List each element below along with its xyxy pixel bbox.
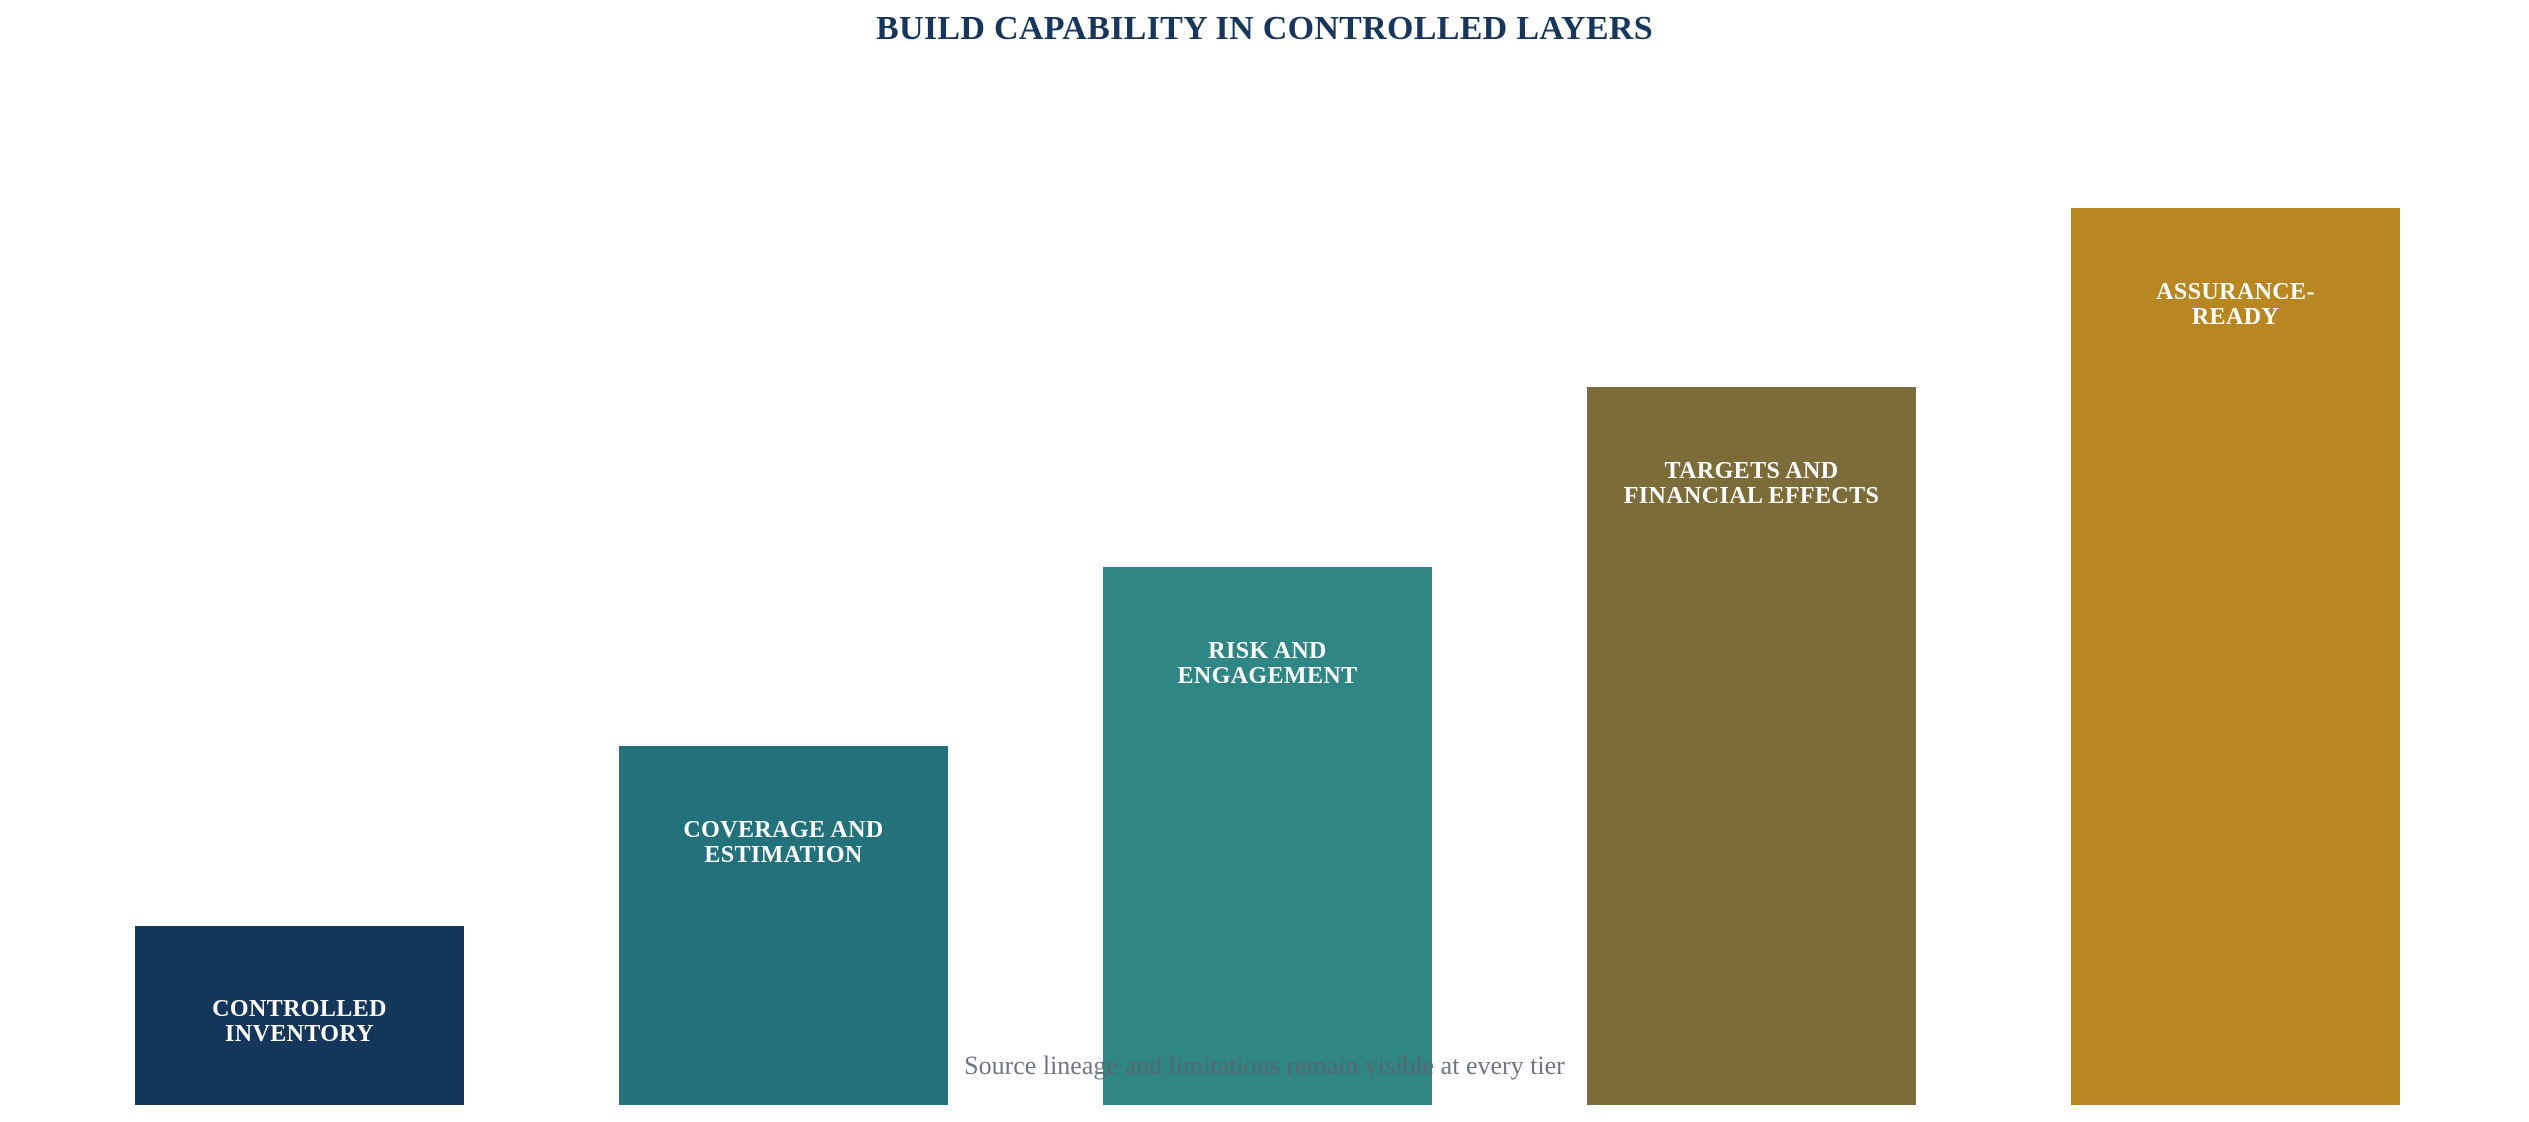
- step-block-controlled-inventory: CONTROLLED INVENTORY: [135, 925, 464, 1105]
- step-label: RISK AND ENGAGEMENT: [1177, 637, 1358, 689]
- step-label: ASSURANCE- READY: [2156, 278, 2315, 330]
- step-block-risk-and-engagement: RISK AND ENGAGEMENT: [1103, 566, 1432, 1105]
- page-title: BUILD CAPABILITY IN CONTROLLED LAYERS: [876, 10, 1653, 47]
- step-block-targets-and-financial-effects: TARGETS AND FINANCIAL EFFECTS: [1587, 387, 1916, 1105]
- step-block-assurance-ready: ASSURANCE- READY: [2071, 207, 2400, 1105]
- step-block-coverage-and-estimation: COVERAGE AND ESTIMATION: [619, 746, 948, 1105]
- step-label: COVERAGE AND ESTIMATION: [683, 817, 884, 868]
- step-label: CONTROLLED INVENTORY: [212, 995, 387, 1047]
- step-label: TARGETS AND FINANCIAL EFFECTS: [1623, 458, 1880, 509]
